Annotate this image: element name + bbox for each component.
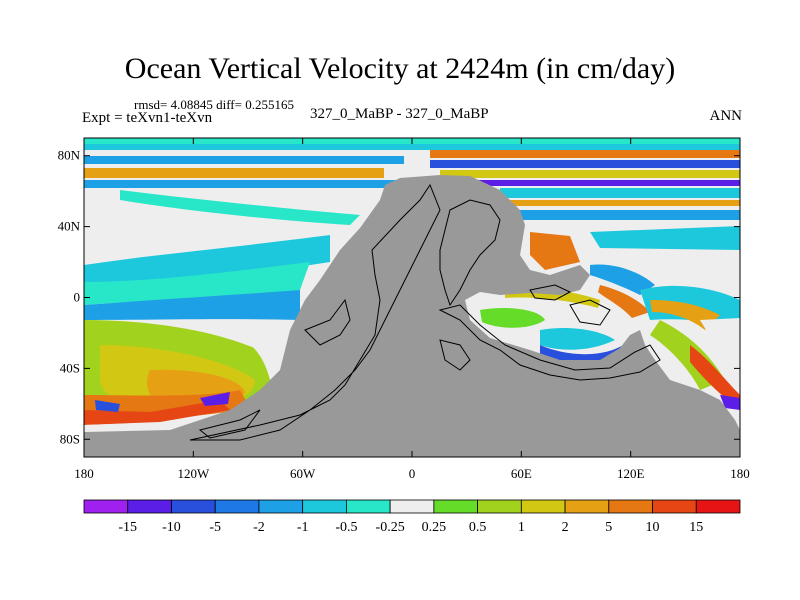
stats-line: rmsd= 4.08845 diff= 0.255165 bbox=[134, 97, 294, 112]
lon-tick-label: 120E bbox=[617, 466, 645, 481]
colorbar-box bbox=[695, 499, 741, 514]
season-label: ANN bbox=[709, 108, 743, 124]
colorbar-label: 10 bbox=[646, 520, 660, 535]
colorbar-box bbox=[652, 499, 697, 514]
map-field bbox=[84, 138, 740, 457]
colorbar-label: 0.25 bbox=[422, 520, 447, 535]
colorbar-label: -0.5 bbox=[335, 520, 357, 535]
colorbar-box bbox=[214, 499, 260, 514]
colorbar-label: 0.5 bbox=[469, 520, 487, 535]
lat-tick-label: 40S bbox=[60, 360, 80, 375]
lon-tick-label: 0 bbox=[409, 466, 416, 481]
lat-tick-label: 80S bbox=[60, 431, 80, 446]
colorbar-label: -10 bbox=[162, 520, 181, 535]
colorbar-box bbox=[389, 499, 435, 514]
lat-tick-label: 40N bbox=[58, 219, 81, 234]
colorbar-box bbox=[127, 499, 172, 514]
colorbar-box bbox=[83, 499, 129, 514]
lat-tick-label: 80N bbox=[58, 148, 81, 163]
lat-tick-label: 0 bbox=[74, 290, 81, 305]
colorbar-label: 15 bbox=[689, 520, 703, 535]
colorbar-label: 5 bbox=[605, 520, 612, 535]
lon-tick-label: 60E bbox=[511, 466, 532, 481]
latitude-axis: 80N 40N 0 40S 80S bbox=[58, 148, 740, 446]
colorbar-box bbox=[520, 499, 566, 514]
lon-tick-label: 180 bbox=[74, 466, 94, 481]
map-title: Ocean Vertical Velocity at 2424m (in cm/… bbox=[124, 52, 676, 85]
colorbar-box bbox=[433, 499, 479, 514]
colorbar-box bbox=[608, 499, 653, 514]
colorbar-label: -15 bbox=[118, 520, 137, 535]
colorbar: -15 -10 -5 -2 -1 -0.5 -0.25 0.25 0.5 1 2 5 10 15 bbox=[83, 499, 741, 535]
experiment-line: Expt = teXvn1-teXvn bbox=[82, 110, 213, 126]
colorbar-box bbox=[258, 499, 304, 514]
colorbar-label: -5 bbox=[209, 520, 221, 535]
colorbar-box bbox=[477, 499, 522, 514]
lon-tick-label: 60W bbox=[290, 466, 316, 481]
colorbar-box bbox=[345, 499, 391, 514]
colorbar-box bbox=[171, 499, 216, 514]
colorbar-label: -0.25 bbox=[376, 520, 405, 535]
comparison-line: 327_0_MaBP - 327_0_MaBP bbox=[310, 106, 489, 122]
colorbar-box bbox=[302, 499, 347, 514]
colorbar-label: 1 bbox=[518, 520, 525, 535]
longitude-axis: 180 120W 60W 0 60E 120E 180 bbox=[74, 138, 750, 481]
lon-tick-label: 120W bbox=[177, 466, 210, 481]
colorbar-box bbox=[564, 499, 610, 514]
lon-tick-label: 180 bbox=[730, 466, 750, 481]
colorbar-label: -2 bbox=[253, 520, 265, 535]
colorbar-label: 2 bbox=[562, 520, 569, 535]
colorbar-label: -1 bbox=[297, 520, 309, 535]
